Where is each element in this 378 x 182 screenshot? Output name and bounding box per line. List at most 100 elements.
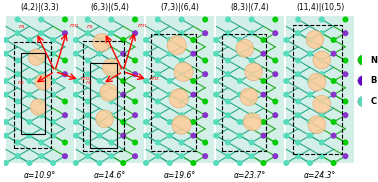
Circle shape (272, 71, 278, 77)
Text: $n_1$: $n_1$ (18, 23, 26, 31)
Circle shape (307, 78, 313, 84)
Circle shape (283, 37, 289, 43)
Circle shape (319, 139, 325, 145)
Circle shape (85, 17, 91, 23)
Circle shape (50, 92, 56, 98)
Circle shape (283, 133, 289, 139)
Circle shape (26, 133, 33, 139)
Circle shape (143, 160, 149, 166)
Circle shape (283, 51, 289, 57)
Circle shape (236, 39, 254, 57)
Circle shape (213, 37, 219, 43)
Circle shape (96, 37, 102, 43)
Circle shape (342, 71, 349, 77)
Circle shape (260, 78, 266, 84)
Circle shape (28, 49, 45, 65)
Circle shape (342, 153, 349, 159)
Bar (90, 63, 117, 148)
Circle shape (225, 71, 231, 77)
Circle shape (167, 51, 173, 57)
Circle shape (358, 55, 368, 65)
Circle shape (15, 98, 21, 104)
Circle shape (132, 58, 138, 64)
Circle shape (73, 133, 79, 139)
Circle shape (249, 153, 255, 159)
Circle shape (202, 30, 208, 36)
Text: $m_1$: $m_1$ (138, 22, 148, 29)
Circle shape (120, 160, 126, 166)
Circle shape (143, 133, 149, 139)
Circle shape (249, 112, 255, 118)
Circle shape (132, 30, 138, 36)
Circle shape (260, 133, 266, 139)
Circle shape (260, 92, 266, 98)
Circle shape (178, 112, 184, 118)
Circle shape (249, 58, 255, 64)
Circle shape (73, 119, 79, 125)
Bar (14, 42, 51, 148)
Circle shape (155, 58, 161, 64)
Circle shape (155, 71, 161, 77)
Circle shape (313, 95, 331, 113)
Circle shape (85, 153, 91, 159)
Text: $m_2$: $m_2$ (80, 75, 91, 83)
Circle shape (307, 160, 313, 166)
Circle shape (178, 71, 184, 77)
Circle shape (108, 139, 115, 145)
Circle shape (307, 37, 313, 43)
Circle shape (202, 153, 208, 159)
Circle shape (331, 78, 336, 84)
Circle shape (237, 92, 243, 98)
Circle shape (191, 51, 196, 57)
Circle shape (260, 160, 266, 166)
Circle shape (283, 92, 289, 98)
Circle shape (237, 133, 243, 139)
Text: α=14.6°: α=14.6° (94, 171, 126, 179)
Circle shape (38, 17, 44, 23)
Circle shape (3, 119, 9, 125)
Circle shape (225, 58, 231, 64)
Bar (286, 16, 355, 163)
Circle shape (26, 160, 33, 166)
Circle shape (143, 78, 149, 84)
Circle shape (102, 59, 120, 76)
Circle shape (132, 98, 138, 104)
Circle shape (306, 31, 324, 48)
Circle shape (62, 98, 68, 104)
Circle shape (202, 139, 208, 145)
Circle shape (38, 139, 44, 145)
Circle shape (120, 78, 126, 84)
Bar (293, 25, 342, 154)
Circle shape (62, 71, 68, 77)
Text: (6,3)|(5,4): (6,3)|(5,4) (91, 3, 129, 12)
Circle shape (155, 98, 161, 104)
Circle shape (191, 160, 196, 166)
Bar (6, 16, 74, 163)
Text: α=10.9°: α=10.9° (24, 171, 56, 179)
Circle shape (96, 160, 102, 166)
Bar (222, 34, 266, 151)
Circle shape (272, 139, 278, 145)
Circle shape (202, 112, 208, 118)
Circle shape (178, 139, 184, 145)
Circle shape (260, 119, 266, 125)
Circle shape (155, 139, 161, 145)
Circle shape (108, 17, 115, 23)
Bar (152, 34, 196, 151)
Text: C: C (370, 97, 376, 106)
Circle shape (3, 160, 9, 166)
Circle shape (3, 78, 9, 84)
Circle shape (295, 71, 301, 77)
Circle shape (308, 73, 326, 91)
Circle shape (191, 78, 196, 84)
Circle shape (213, 133, 219, 139)
Circle shape (295, 153, 301, 159)
Circle shape (225, 153, 231, 159)
Circle shape (225, 139, 231, 145)
Circle shape (249, 17, 255, 23)
Circle shape (283, 78, 289, 84)
Circle shape (272, 30, 278, 36)
Circle shape (260, 37, 266, 43)
Circle shape (62, 58, 68, 64)
Circle shape (15, 30, 21, 36)
